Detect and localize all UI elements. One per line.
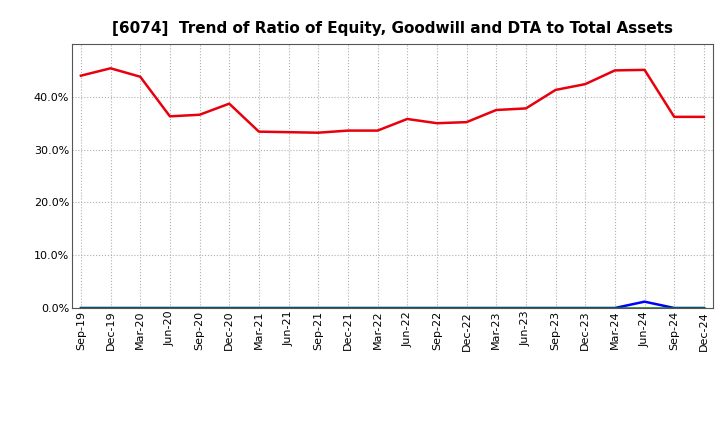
Equity xyxy=(76,73,85,78)
Goodwill xyxy=(700,305,708,311)
Deferred Tax Assets xyxy=(521,305,530,311)
Goodwill xyxy=(462,305,471,311)
Goodwill xyxy=(433,305,441,311)
Goodwill xyxy=(314,305,323,311)
Deferred Tax Assets xyxy=(700,305,708,311)
Equity xyxy=(462,120,471,125)
Equity xyxy=(581,81,590,87)
Equity xyxy=(373,128,382,133)
Goodwill xyxy=(552,305,560,311)
Goodwill xyxy=(76,305,85,311)
Equity xyxy=(700,114,708,120)
Equity xyxy=(314,130,323,136)
Title: [6074]  Trend of Ratio of Equity, Goodwill and DTA to Total Assets: [6074] Trend of Ratio of Equity, Goodwil… xyxy=(112,21,673,36)
Deferred Tax Assets xyxy=(433,305,441,311)
Deferred Tax Assets xyxy=(195,305,204,311)
Goodwill xyxy=(255,305,264,311)
Deferred Tax Assets xyxy=(136,305,145,311)
Equity xyxy=(107,66,115,71)
Equity xyxy=(195,112,204,117)
Deferred Tax Assets xyxy=(492,305,500,311)
Equity xyxy=(433,121,441,126)
Goodwill xyxy=(492,305,500,311)
Equity xyxy=(552,87,560,92)
Goodwill xyxy=(225,305,233,311)
Deferred Tax Assets xyxy=(343,305,352,311)
Deferred Tax Assets xyxy=(284,305,293,311)
Deferred Tax Assets xyxy=(314,305,323,311)
Deferred Tax Assets xyxy=(462,305,471,311)
Equity xyxy=(136,74,145,79)
Equity xyxy=(521,106,530,111)
Deferred Tax Assets xyxy=(373,305,382,311)
Equity xyxy=(343,128,352,133)
Deferred Tax Assets xyxy=(107,305,115,311)
Goodwill xyxy=(284,305,293,311)
Goodwill xyxy=(670,305,678,311)
Deferred Tax Assets xyxy=(640,305,649,311)
Equity xyxy=(255,129,264,134)
Deferred Tax Assets xyxy=(670,305,678,311)
Goodwill xyxy=(343,305,352,311)
Equity xyxy=(166,114,174,119)
Line: Equity: Equity xyxy=(81,68,704,133)
Goodwill xyxy=(581,305,590,311)
Goodwill xyxy=(107,305,115,311)
Goodwill xyxy=(640,299,649,304)
Equity xyxy=(670,114,678,120)
Goodwill xyxy=(166,305,174,311)
Goodwill xyxy=(195,305,204,311)
Equity xyxy=(492,107,500,113)
Equity xyxy=(225,101,233,106)
Deferred Tax Assets xyxy=(76,305,85,311)
Deferred Tax Assets xyxy=(225,305,233,311)
Equity xyxy=(640,67,649,73)
Deferred Tax Assets xyxy=(166,305,174,311)
Goodwill xyxy=(403,305,412,311)
Goodwill xyxy=(373,305,382,311)
Deferred Tax Assets xyxy=(403,305,412,311)
Deferred Tax Assets xyxy=(611,305,619,311)
Equity xyxy=(284,129,293,135)
Deferred Tax Assets xyxy=(581,305,590,311)
Line: Goodwill: Goodwill xyxy=(81,302,704,308)
Equity xyxy=(403,116,412,121)
Equity xyxy=(611,68,619,73)
Goodwill xyxy=(521,305,530,311)
Goodwill xyxy=(611,305,619,311)
Deferred Tax Assets xyxy=(552,305,560,311)
Goodwill xyxy=(136,305,145,311)
Deferred Tax Assets xyxy=(255,305,264,311)
